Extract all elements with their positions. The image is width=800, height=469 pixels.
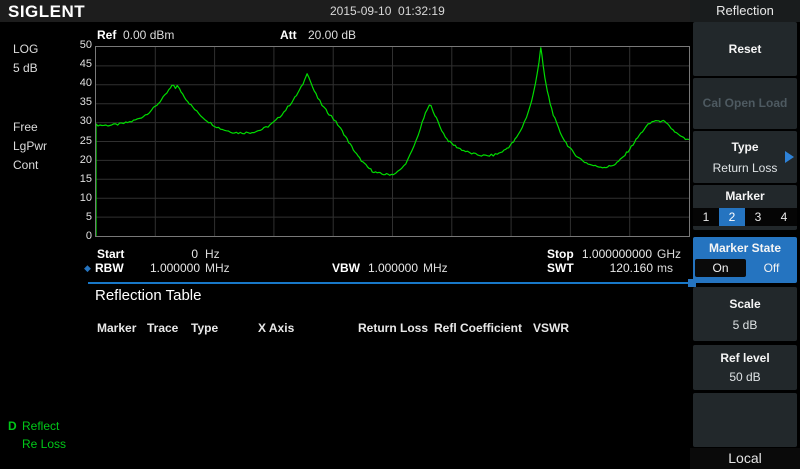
rbw-value: 1.000000 xyxy=(149,261,200,275)
col-type: Type xyxy=(191,321,219,335)
y-tick-label: 15 xyxy=(79,172,92,185)
active-row-bullet-icon: ◆ xyxy=(84,263,91,273)
table-title: Reflection Table xyxy=(95,287,202,304)
marker-option-2[interactable]: 2 xyxy=(719,208,745,226)
marker-state-toggle: On Off xyxy=(693,259,797,278)
y-tick-label: 45 xyxy=(79,58,92,71)
brand-logo: SIGLENT xyxy=(8,2,86,21)
scale-button[interactable]: Scale 5 dB xyxy=(693,287,797,341)
sweep-label: Cont xyxy=(13,158,39,172)
start-value: 0 xyxy=(191,247,198,261)
att-value: 20.00 dB xyxy=(308,28,357,42)
y-tick-label: 25 xyxy=(79,134,92,147)
marker-option-4[interactable]: 4 xyxy=(780,210,788,224)
vbw-label: VBW xyxy=(332,261,360,275)
trace-plot xyxy=(96,47,689,236)
type-button[interactable]: Type Return Loss xyxy=(693,131,797,183)
swt-unit: ms xyxy=(657,261,673,275)
att-label: Att xyxy=(280,28,297,42)
local-button[interactable]: Local xyxy=(690,448,800,469)
rbw-unit: MHz xyxy=(205,261,230,275)
pane-divider[interactable] xyxy=(88,282,688,284)
col-return-loss: Return Loss xyxy=(358,321,429,335)
marker-state-on[interactable]: On xyxy=(695,259,746,277)
marker-option-3[interactable]: 3 xyxy=(754,210,762,224)
y-tick-label: 5 xyxy=(85,210,92,223)
ref-value: 0.00 dBm xyxy=(123,28,175,42)
blank-button[interactable] xyxy=(693,393,797,447)
ref-level-button[interactable]: Ref level 50 dB xyxy=(693,345,797,390)
stop-label: Stop xyxy=(547,247,574,261)
col-x-axis: X Axis xyxy=(258,321,295,335)
stop-value: 1.000000000 xyxy=(581,247,652,261)
return-loss-trace xyxy=(96,47,689,236)
trace-name: Reflect xyxy=(22,419,60,433)
col-marker: Marker xyxy=(97,321,137,335)
y-tick-label: 35 xyxy=(79,96,92,109)
vbw-unit: MHz xyxy=(423,261,448,275)
scale-div-label: 5 dB xyxy=(13,61,38,75)
y-tick-label: 10 xyxy=(79,191,92,204)
swt-label: SWT xyxy=(547,261,574,275)
marker-state-button[interactable]: Marker State On Off xyxy=(693,237,797,283)
trigger-label: Free xyxy=(13,120,38,134)
stop-unit: GHz xyxy=(657,247,681,261)
rbw-label: RBW xyxy=(95,261,124,275)
datetime: 2015-09-10 01:32:19 xyxy=(330,4,445,18)
y-tick-label: 40 xyxy=(79,77,92,90)
ref-label: Ref xyxy=(97,28,117,42)
menu-title: Reflection xyxy=(690,0,800,22)
scale-type-label: LOG xyxy=(13,42,39,56)
col-vswr: VSWR xyxy=(533,321,569,335)
col-refl-coefficient: Refl Coefficient xyxy=(434,321,523,335)
swt-value: 120.160 xyxy=(609,261,653,275)
submenu-arrow-icon xyxy=(785,151,794,163)
start-unit: Hz xyxy=(205,247,220,261)
reset-button[interactable]: Reset xyxy=(693,22,797,76)
marker-state-off[interactable]: Off xyxy=(763,261,780,275)
y-tick-label: 30 xyxy=(79,115,92,128)
top-bar: SIGLENT 2015-09-10 01:32:19 xyxy=(0,0,690,22)
vbw-value: 1.000000 xyxy=(367,261,418,275)
y-tick-label: 20 xyxy=(79,153,92,166)
trace-mode: Re Loss xyxy=(22,437,67,451)
y-tick-label: 50 xyxy=(79,39,92,51)
trace-id: D xyxy=(8,419,17,433)
plot-area xyxy=(95,46,690,237)
marker-select-row: 1 2 3 4 xyxy=(693,208,797,226)
y-tick-label: 0 xyxy=(85,230,92,242)
start-label: Start xyxy=(97,247,125,261)
cal-open-load-button[interactable]: Cal Open Load xyxy=(693,78,797,129)
marker-option-1[interactable]: 1 xyxy=(702,210,710,224)
col-trace: Trace xyxy=(147,321,179,335)
pane-divider-handle[interactable] xyxy=(688,279,696,287)
marker-button[interactable]: Marker 1 2 3 4 xyxy=(693,185,797,230)
power-label: LgPwr xyxy=(13,139,48,153)
